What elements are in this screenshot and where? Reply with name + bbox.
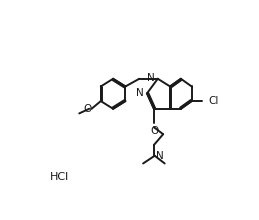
- Text: N: N: [147, 73, 155, 83]
- Text: O: O: [83, 104, 91, 114]
- Text: N: N: [136, 88, 144, 98]
- Text: N: N: [156, 151, 164, 161]
- Text: HCl: HCl: [50, 172, 69, 181]
- Text: O: O: [150, 126, 159, 136]
- Text: Cl: Cl: [208, 96, 219, 106]
